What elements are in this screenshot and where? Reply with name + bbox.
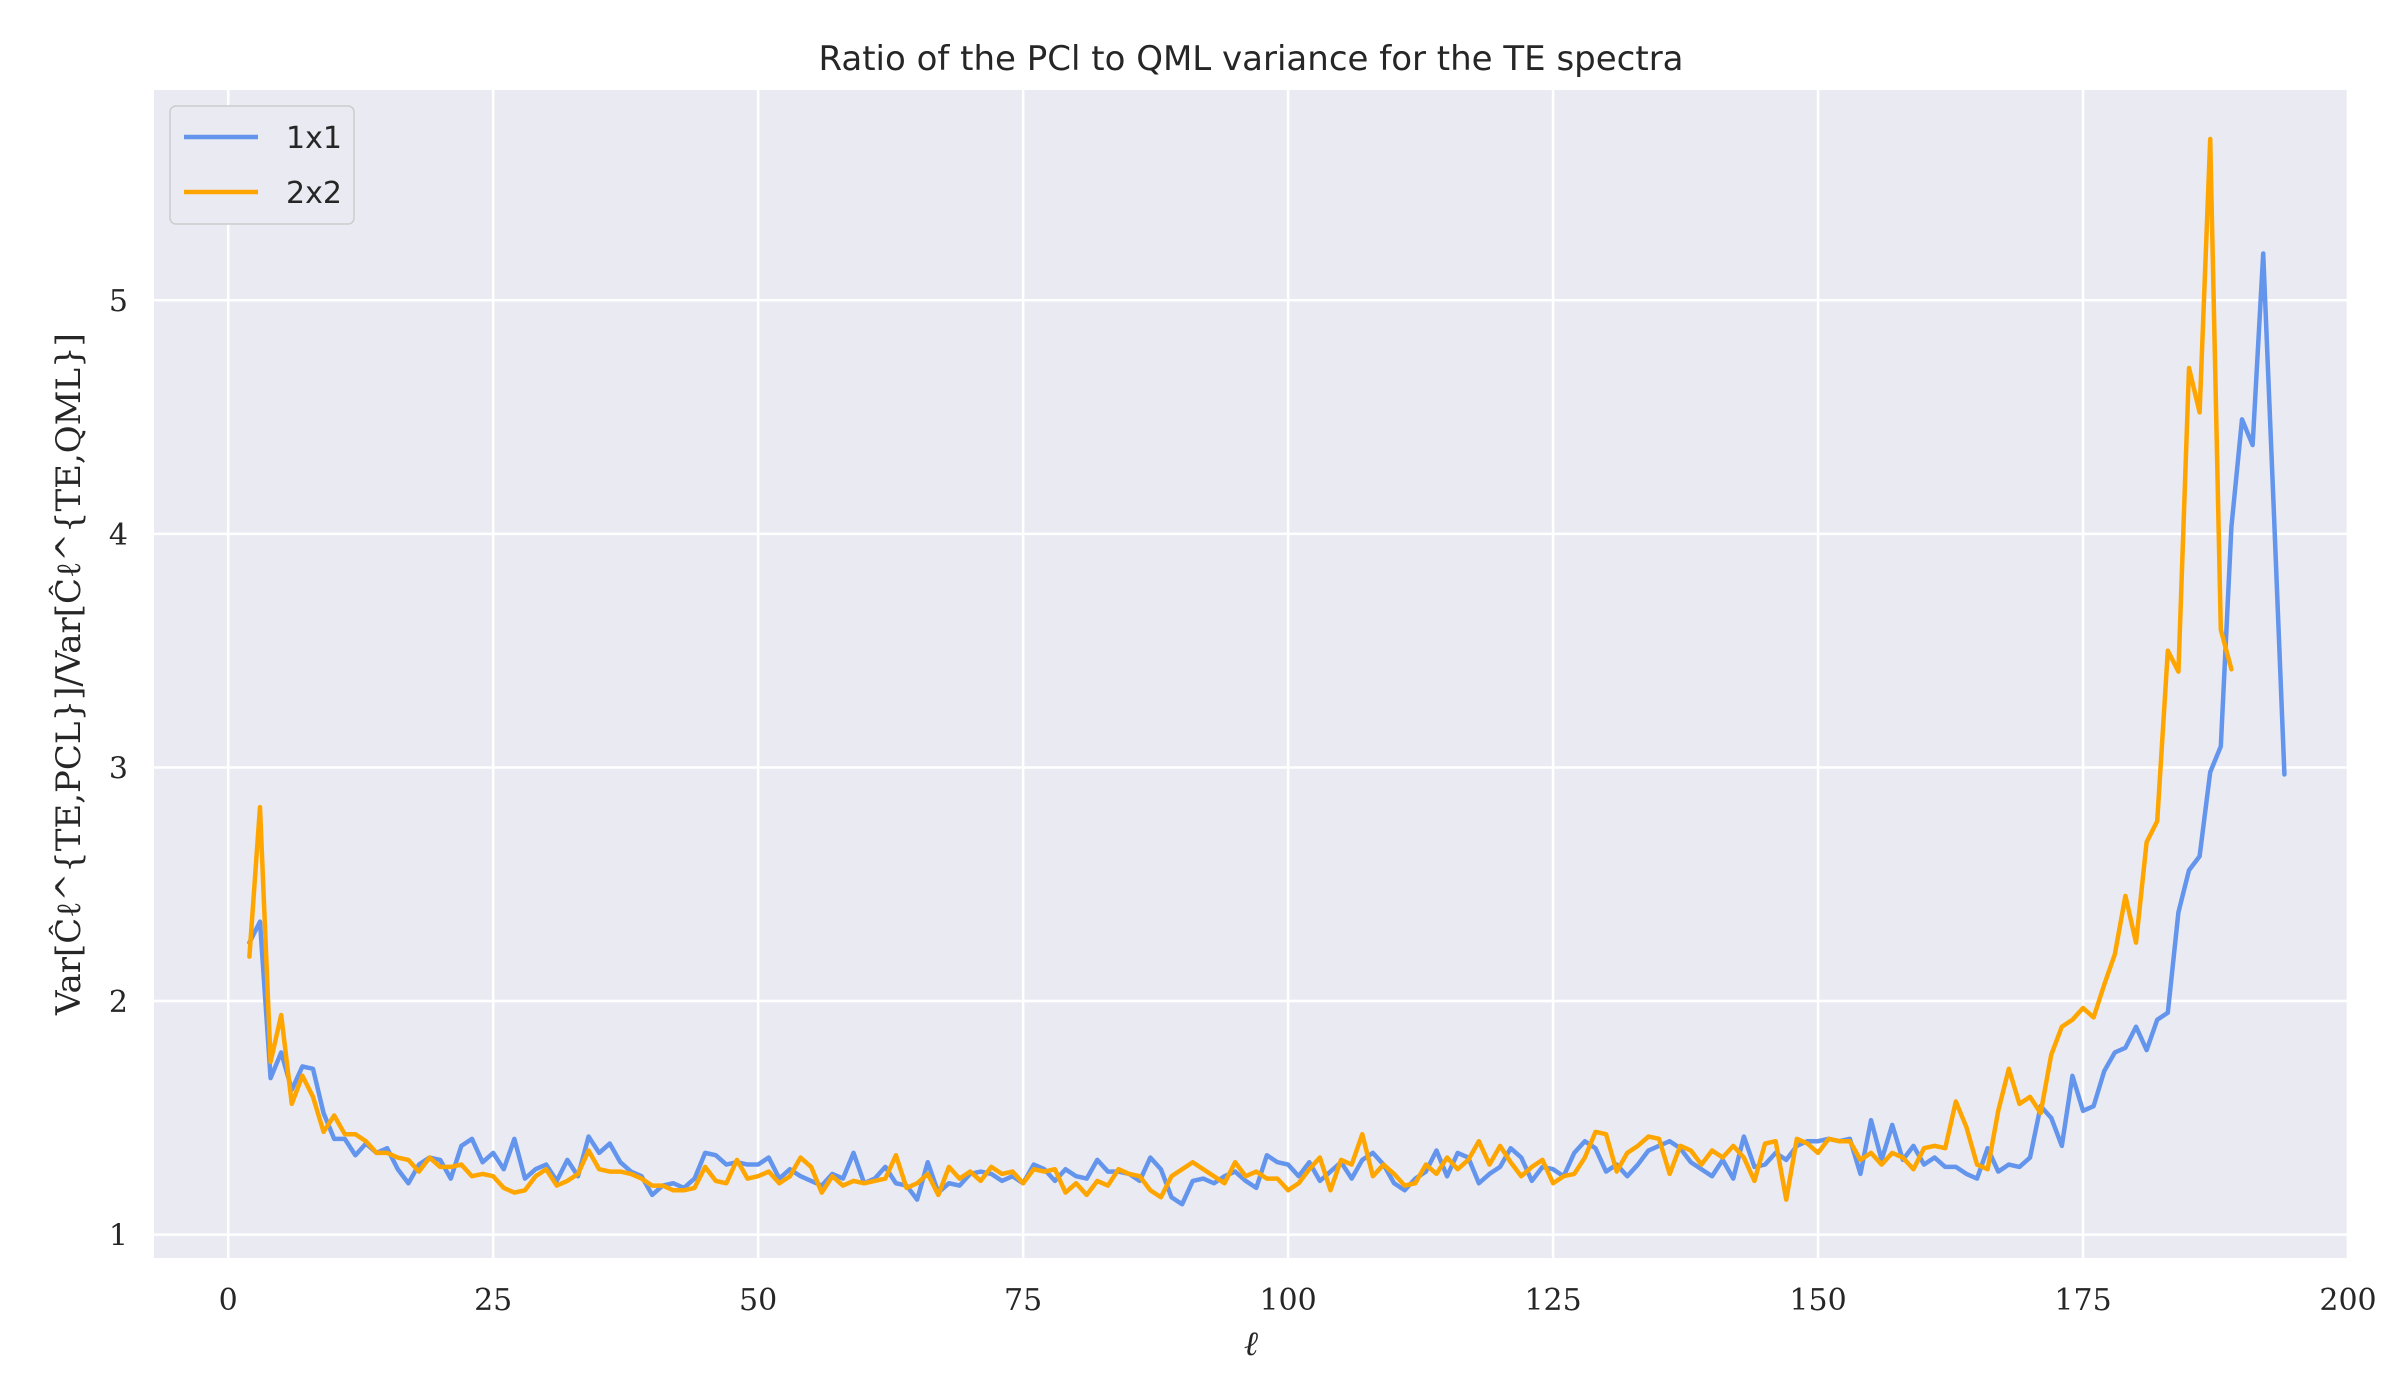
x-tick-label: 50 [739,1283,777,1318]
series-lines [247,136,2287,1207]
y-tick-label: 3 [109,751,128,786]
legend-label-2x2: 2x2 [286,176,342,211]
y-tick-labels: 1 2 3 4 5 [109,284,128,1253]
y-axis-label: Var[Ĉℓ^{TE,PCL}]/Var[Ĉℓ^{TE,QML}] [48,333,89,1016]
y-tick-label: 2 [109,985,128,1020]
x-tick-label: 0 [219,1283,238,1318]
legend: 1x1 2x2 [169,105,355,225]
x-tick-labels: 0 25 50 75 100 125 150 175 200 [219,1283,2377,1318]
series-line-2x2 [247,136,2234,1202]
x-tick-label: 25 [474,1283,512,1318]
series-line-1x1 [247,251,2287,1207]
x-tick-label: 150 [1789,1283,1846,1318]
chart-title: Ratio of the PCl to QML variance for the… [818,39,1683,79]
y-tick-label: 4 [109,518,128,553]
grid-lines [154,90,2350,1258]
x-tick-label: 100 [1259,1283,1316,1318]
x-tick-label: 125 [1524,1283,1581,1318]
x-tick-label: 175 [2054,1283,2111,1318]
y-tick-label: 1 [109,1219,128,1254]
x-axis-label: ℓ [1244,1324,1258,1364]
x-tick-label: 75 [1004,1283,1042,1318]
x-tick-label: 200 [2319,1283,2376,1318]
legend-label-1x1: 1x1 [286,121,342,156]
plot-background [154,90,2348,1258]
y-tick-label: 5 [109,284,128,319]
